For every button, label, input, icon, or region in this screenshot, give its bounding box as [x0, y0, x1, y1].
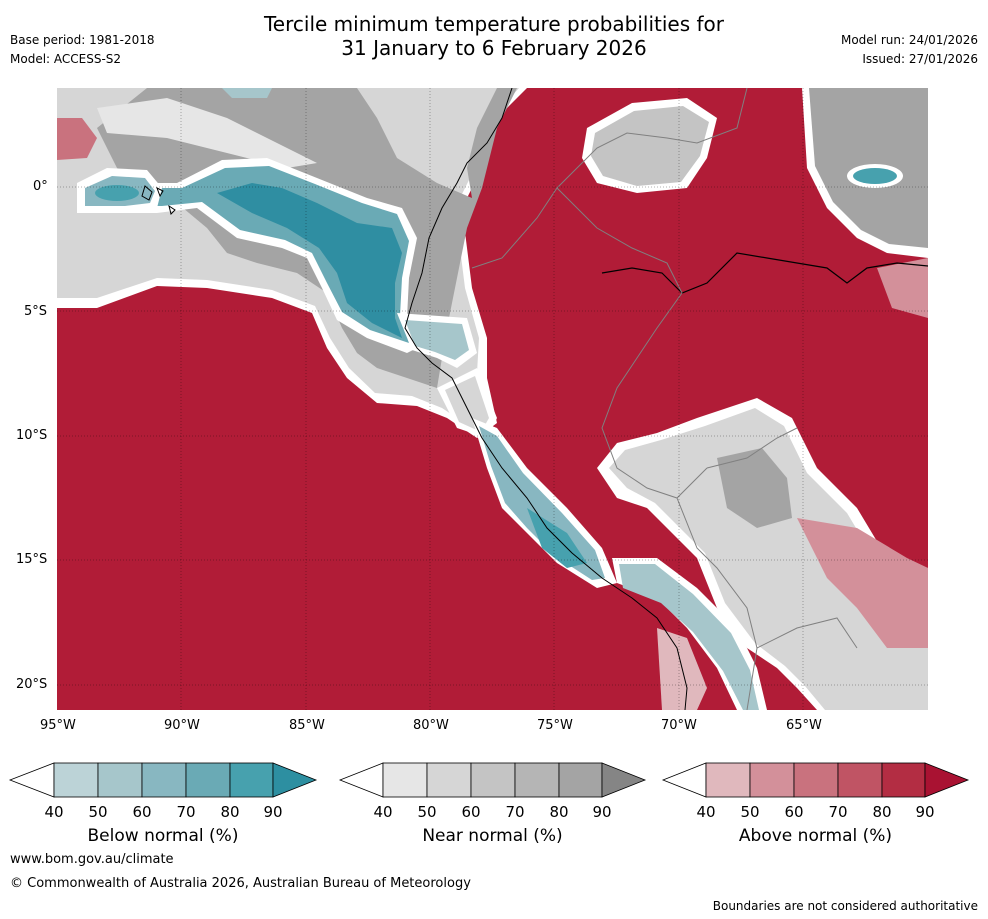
lon-label-70w: 70°W	[661, 718, 697, 733]
below-swatch-lt40	[8, 762, 55, 798]
map-gridlines	[57, 88, 928, 710]
below-normal-galapagos-core	[95, 185, 139, 201]
above-normal-label: Above normal (%)	[738, 826, 893, 846]
below-normal-top-sliver	[222, 88, 272, 98]
model-name: Model: ACCESS-S2	[10, 52, 122, 66]
lat-label-20s: 20°S	[16, 677, 48, 692]
colorbars: 40 50 60 70 80 90 40 50 60 70 80 90 40 5…	[8, 762, 970, 821]
lon-label-65w: 65°W	[786, 718, 822, 733]
above-swatch-80-90	[881, 762, 926, 798]
above-tick-50: 50	[740, 803, 759, 821]
colorbar-above	[661, 762, 970, 798]
above-swatch-lt40	[661, 762, 707, 798]
lon-label-80w: 80°W	[413, 718, 449, 733]
lon-label-90w: 90°W	[164, 718, 200, 733]
below-tick-90: 90	[263, 803, 282, 821]
below-swatch-gt90	[272, 762, 318, 798]
near-swatch-70-80	[514, 762, 560, 798]
below-tick-70: 70	[176, 803, 195, 821]
run-info: Model run: 24/01/2026 Issued: 27/01/2026	[841, 31, 978, 69]
near-tick-80: 80	[549, 803, 568, 821]
probability-map	[57, 88, 928, 710]
copyright-text: © Commonwealth of Australia 2026, Austra…	[10, 876, 471, 891]
lat-label-0: 0°	[33, 179, 48, 194]
below-tick-60: 60	[132, 803, 151, 821]
model-info: Base period: 1981-2018 Model: ACCESS-S2	[10, 31, 155, 69]
near-swatch-lt40	[338, 762, 384, 798]
below-normal-northeast-spot-core	[853, 168, 897, 184]
near-swatch-60-70	[470, 762, 516, 798]
amazon-river	[601, 252, 928, 294]
near-normal-bolivia-dark	[717, 448, 792, 528]
above-swatch-40-50	[705, 762, 751, 798]
title-line-1: Tercile minimum temperature probabilitie…	[263, 12, 725, 36]
above-swatch-50-60	[749, 762, 795, 798]
issued-date: Issued: 27/01/2026	[862, 52, 978, 66]
near-tick-90: 90	[592, 803, 611, 821]
below-swatch-60-70	[141, 762, 187, 798]
near-tick-60: 60	[461, 803, 480, 821]
near-tick-50: 50	[417, 803, 436, 821]
coastline	[404, 88, 688, 710]
lon-label-95w: 95°W	[40, 718, 76, 733]
below-swatch-70-80	[185, 762, 231, 798]
above-tick-60: 60	[784, 803, 803, 821]
below-normal-peru-coast-fill	[405, 320, 469, 360]
near-tick-70: 70	[505, 803, 524, 821]
galapagos-islands	[141, 185, 176, 215]
near-normal-light-streak	[97, 98, 317, 168]
above-normal-east-pink	[877, 258, 928, 318]
near-tick-40: 40	[373, 803, 392, 821]
map-title: Tercile minimum temperature probabilitie…	[0, 12, 988, 60]
colorbar-near	[338, 762, 647, 798]
near-normal-peru-strip-fill	[445, 376, 489, 432]
above-swatch-60-70	[793, 762, 839, 798]
above-tick-80: 80	[872, 803, 891, 821]
model-run-date: Model run: 24/01/2026	[840, 33, 978, 47]
near-swatch-50-60	[426, 762, 472, 798]
above-tick-40: 40	[696, 803, 715, 821]
near-swatch-80-90	[558, 762, 603, 798]
country-borders	[471, 88, 858, 710]
lat-label-10s: 10°S	[16, 428, 48, 443]
base-period: Base period: 1981-2018	[10, 33, 155, 47]
above-normal-top-left-patch	[57, 118, 97, 160]
near-swatch-gt90	[601, 762, 647, 798]
near-swatch-40-50	[382, 762, 428, 798]
below-normal-label: Below normal (%)	[87, 826, 239, 846]
below-tick-80: 80	[220, 803, 239, 821]
lat-label-5s: 5°S	[24, 304, 48, 319]
website-link[interactable]: www.bom.gov.au/climate	[10, 852, 174, 867]
boundary-disclaimer: Boundaries are not considered authoritat…	[712, 899, 978, 913]
above-swatch-gt90	[924, 762, 970, 798]
below-tick-50: 50	[88, 803, 107, 821]
colorbar-below	[8, 762, 318, 798]
below-swatch-50-60	[97, 762, 143, 798]
below-swatch-40-50	[53, 762, 99, 798]
above-tick-90: 90	[915, 803, 934, 821]
lat-label-15s: 15°S	[16, 552, 48, 567]
below-tick-40: 40	[44, 803, 63, 821]
below-normal-south-peru-fill	[479, 426, 605, 580]
lon-label-75w: 75°W	[537, 718, 573, 733]
near-normal-northeast-fill	[591, 106, 709, 186]
title-line-2: 31 January to 6 February 2026	[341, 36, 647, 60]
below-normal-region-core	[217, 183, 402, 338]
above-swatch-70-80	[837, 762, 883, 798]
below-swatch-80-90	[229, 762, 274, 798]
near-normal-label: Near normal (%)	[422, 826, 563, 846]
lon-label-85w: 85°W	[289, 718, 325, 733]
above-tick-70: 70	[828, 803, 847, 821]
below-normal-andes-fill	[619, 564, 759, 710]
above-normal-southeast-pink	[797, 518, 928, 648]
